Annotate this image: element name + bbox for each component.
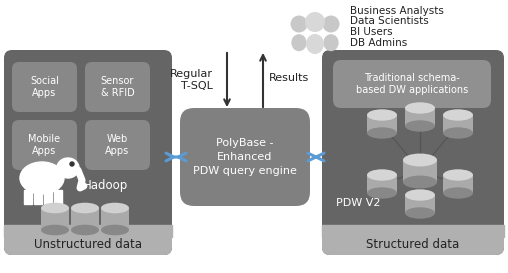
FancyBboxPatch shape (322, 225, 504, 255)
Bar (405, 195, 435, 213)
Text: Unstructured data: Unstructured data (34, 238, 142, 251)
Bar (4, 225, 172, 237)
Ellipse shape (367, 127, 397, 139)
Ellipse shape (403, 171, 437, 180)
Ellipse shape (41, 214, 69, 222)
FancyBboxPatch shape (180, 108, 310, 206)
Ellipse shape (56, 162, 68, 178)
Ellipse shape (405, 112, 435, 121)
Text: Hadoop: Hadoop (82, 179, 128, 191)
Circle shape (305, 12, 325, 32)
Text: Mobile
Apps: Mobile Apps (28, 134, 60, 156)
Ellipse shape (41, 203, 69, 213)
FancyBboxPatch shape (12, 62, 77, 112)
Text: Structured data: Structured data (366, 238, 460, 251)
Ellipse shape (71, 219, 99, 227)
Ellipse shape (443, 123, 473, 132)
Ellipse shape (405, 120, 435, 132)
Ellipse shape (57, 158, 79, 178)
Ellipse shape (443, 183, 473, 192)
Ellipse shape (405, 116, 435, 125)
Ellipse shape (71, 225, 99, 235)
Ellipse shape (443, 187, 473, 199)
Circle shape (323, 16, 339, 32)
Bar (71, 208, 99, 230)
FancyBboxPatch shape (322, 50, 504, 255)
FancyBboxPatch shape (12, 120, 77, 170)
Ellipse shape (306, 34, 324, 54)
Bar (54, 190, 62, 204)
Text: Results: Results (269, 73, 309, 83)
Ellipse shape (367, 187, 397, 199)
Ellipse shape (443, 127, 473, 139)
FancyBboxPatch shape (85, 62, 150, 112)
FancyBboxPatch shape (4, 225, 172, 255)
Bar (443, 115, 473, 133)
Ellipse shape (367, 179, 397, 188)
Text: Data Scientists: Data Scientists (350, 16, 429, 26)
Bar (41, 208, 69, 230)
Ellipse shape (403, 153, 437, 167)
Ellipse shape (405, 102, 435, 114)
Ellipse shape (20, 162, 64, 194)
Ellipse shape (41, 219, 69, 227)
Ellipse shape (367, 169, 397, 181)
Bar (322, 225, 504, 237)
Ellipse shape (324, 34, 339, 51)
Text: Traditional schema-
based DW applications: Traditional schema- based DW application… (356, 73, 468, 95)
Ellipse shape (443, 169, 473, 181)
Ellipse shape (101, 214, 129, 222)
Ellipse shape (101, 219, 129, 227)
Ellipse shape (443, 118, 473, 127)
Text: Business Analysts: Business Analysts (350, 6, 444, 16)
Text: DB Admins: DB Admins (350, 37, 407, 48)
Ellipse shape (367, 123, 397, 132)
Text: BI Users: BI Users (350, 27, 393, 37)
Bar (403, 160, 437, 182)
Ellipse shape (101, 203, 129, 213)
Text: Social
Apps: Social Apps (30, 76, 59, 98)
Bar (405, 108, 435, 126)
Text: Web
Apps: Web Apps (105, 134, 130, 156)
Bar (44, 190, 52, 204)
Ellipse shape (41, 225, 69, 235)
FancyBboxPatch shape (333, 60, 491, 108)
Circle shape (70, 162, 74, 166)
Ellipse shape (403, 176, 437, 188)
Ellipse shape (101, 225, 129, 235)
Circle shape (291, 16, 307, 32)
Bar (367, 175, 397, 193)
Ellipse shape (443, 109, 473, 121)
Bar (443, 175, 473, 193)
FancyBboxPatch shape (85, 120, 150, 170)
Text: PDW V2: PDW V2 (336, 198, 380, 208)
Ellipse shape (367, 183, 397, 192)
Ellipse shape (405, 207, 435, 219)
Ellipse shape (367, 109, 397, 121)
Bar (367, 115, 397, 133)
Ellipse shape (443, 179, 473, 188)
Bar (24, 190, 32, 204)
Ellipse shape (292, 34, 307, 51)
Bar (101, 208, 129, 230)
FancyBboxPatch shape (4, 50, 172, 255)
Text: PolyBase -
Enhanced
PDW query engine: PolyBase - Enhanced PDW query engine (193, 138, 297, 176)
Ellipse shape (403, 165, 437, 175)
Text: Sensor
& RFID: Sensor & RFID (101, 76, 135, 98)
Ellipse shape (405, 189, 435, 201)
Ellipse shape (71, 203, 99, 213)
Bar (34, 190, 42, 204)
Ellipse shape (405, 198, 435, 207)
Ellipse shape (367, 118, 397, 127)
Text: Regular
T-SQL: Regular T-SQL (170, 69, 213, 91)
Ellipse shape (71, 214, 99, 222)
Ellipse shape (405, 203, 435, 212)
